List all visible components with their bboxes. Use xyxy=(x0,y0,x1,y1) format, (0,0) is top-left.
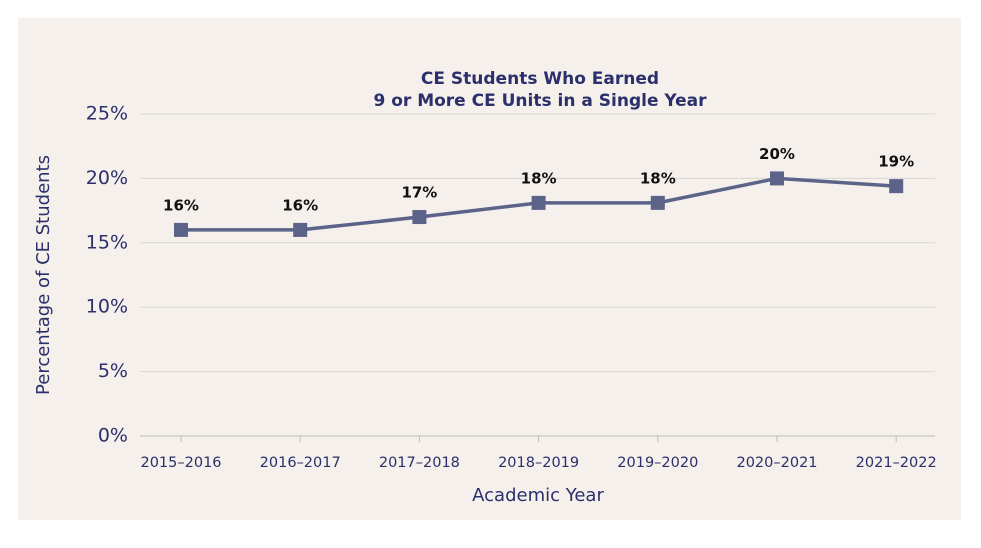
y-tick-label: 5% xyxy=(98,360,128,382)
data-label: 16% xyxy=(282,196,318,214)
y-tick-label: 25% xyxy=(86,103,128,125)
y-tick-label: 0% xyxy=(98,425,128,447)
data-label: 18% xyxy=(640,169,676,187)
data-label: 19% xyxy=(878,153,914,171)
marker xyxy=(770,171,784,186)
y-tick-label: 20% xyxy=(86,167,128,189)
data-label: 18% xyxy=(521,169,557,187)
x-tick-label: 2021–2022 xyxy=(856,455,937,471)
marker xyxy=(889,179,904,194)
marker xyxy=(412,210,427,225)
x-tick-label: 2017–2018 xyxy=(379,455,460,471)
x-axis-title: Academic Year xyxy=(472,485,604,506)
data-label: 16% xyxy=(163,196,199,214)
marker xyxy=(174,222,188,237)
x-tick-label: 2015–2016 xyxy=(140,455,221,471)
y-tick-label: 10% xyxy=(86,296,128,318)
chart-title: CE Students Who Earned xyxy=(421,69,659,89)
chart-title: 9 or More CE Units in a Single Year xyxy=(373,91,707,111)
y-tick-label: 15% xyxy=(86,231,128,253)
marker xyxy=(293,222,308,237)
data-label: 17% xyxy=(401,184,437,202)
x-tick-label: 2020–2021 xyxy=(736,455,817,471)
marker xyxy=(531,195,546,210)
x-tick-label: 2016–2017 xyxy=(260,455,341,471)
x-tick-label: 2018–2019 xyxy=(498,455,579,471)
data-label: 20% xyxy=(759,145,795,163)
marker xyxy=(650,195,665,210)
x-tick-label: 2019–2020 xyxy=(617,455,698,471)
y-axis-title: Percentage of CE Students xyxy=(33,155,54,395)
